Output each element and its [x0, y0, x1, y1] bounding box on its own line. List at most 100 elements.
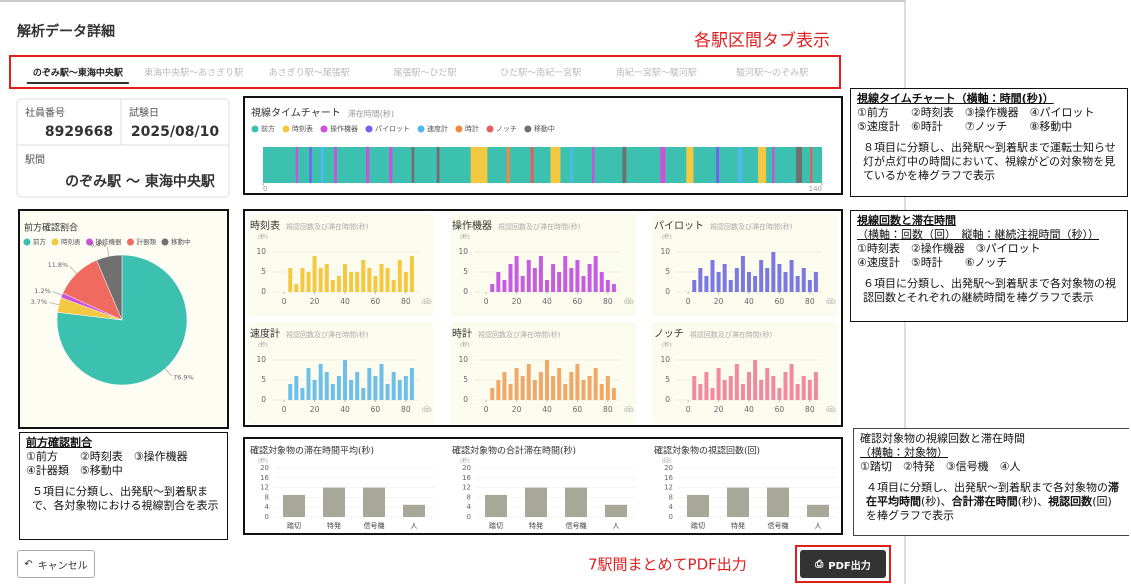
y-tick-label: 0 [669, 513, 673, 521]
note-run: ４項目に分類し、出発駅～到着駅まで各対象物の [866, 481, 1108, 494]
note-run: 視認回数 [1048, 495, 1093, 508]
axis-unit: (秒) [662, 233, 672, 241]
bar [740, 256, 745, 292]
bar [385, 268, 390, 292]
bar [563, 384, 568, 400]
info-label: 試験日 [129, 106, 159, 119]
legend-swatch [51, 238, 59, 246]
y-tick-label: 5 [463, 375, 468, 384]
bar [716, 272, 721, 292]
pdf-button[interactable]: ⎙ PDF出力 [800, 550, 886, 578]
axis-unit: (秒) [662, 341, 672, 349]
bar [722, 264, 727, 292]
bar [581, 276, 586, 292]
bar [367, 368, 372, 400]
x-tick-label: 0 [263, 185, 267, 193]
bar [545, 280, 549, 292]
y-tick-label: 0 [665, 395, 670, 404]
y-tick-label: 8 [265, 493, 269, 501]
y-tick-label: 10 [660, 355, 670, 364]
y-tick-label: 5 [463, 267, 468, 276]
bar [508, 384, 513, 400]
leader-line [164, 368, 172, 377]
bar [397, 380, 402, 400]
bar [789, 260, 794, 292]
bar [403, 272, 408, 292]
timeline-segment [796, 147, 803, 183]
axis-unit: (回) [624, 299, 634, 306]
timeline-segment [738, 147, 743, 183]
x-tick-label: 踏切 [287, 521, 301, 530]
legend-label: 移動中 [171, 237, 191, 246]
bar [728, 376, 733, 400]
y-tick-label: 4 [669, 503, 674, 511]
bar [526, 364, 531, 400]
bar [508, 264, 513, 292]
bar [355, 372, 360, 400]
bar [753, 360, 758, 400]
axis-unit: (秒) [258, 233, 268, 241]
tab[interactable]: あさぎり駅～尾張駅 [269, 67, 350, 79]
x-tick-label: 0 [282, 405, 287, 414]
bar [300, 388, 305, 400]
bar [565, 487, 587, 517]
tab[interactable]: のぞみ駅～東海中央駅 [33, 67, 124, 79]
chart-title: 視線タイムチャート [251, 106, 341, 119]
tab[interactable]: 南紀一宮駅～駿河駅 [616, 67, 697, 79]
bar [379, 264, 384, 292]
cancel-button[interactable]: ↶ キャンセル [17, 550, 95, 578]
x-tick-label: 20 [512, 297, 522, 306]
timeline-segment [570, 147, 573, 183]
note-title: 確認対象物の視線回数と滞在時間 [860, 432, 1025, 445]
bar [563, 256, 568, 292]
button-label: PDF出力 [828, 560, 871, 572]
y-tick-label: 12 [664, 484, 673, 492]
tab[interactable]: 尾張駅～ひだ駅 [393, 68, 456, 79]
axis-unit: (秒) [460, 457, 470, 465]
axis-unit: (回) [826, 299, 836, 306]
bar [593, 368, 598, 400]
bar [318, 364, 323, 400]
timeline-segment [686, 147, 694, 183]
bar [526, 260, 531, 292]
bar [569, 372, 574, 400]
bar [318, 268, 323, 292]
bar [813, 272, 818, 292]
tab[interactable]: ひだ駅～南紀一宮駅 [500, 67, 581, 79]
x-tick-label: 特発 [327, 521, 341, 530]
tab[interactable]: 駿河駅～のぞみ駅 [736, 67, 808, 79]
bar [379, 364, 384, 400]
bar [704, 372, 709, 400]
legend-label: 前方 [261, 124, 275, 133]
y-tick-label: 5 [261, 267, 266, 276]
bar [587, 376, 592, 400]
legend-label: 移動中 [534, 124, 555, 133]
bar [734, 364, 739, 400]
legend-swatch [161, 238, 169, 246]
bar [611, 388, 616, 400]
bar [312, 380, 317, 400]
bar [783, 372, 788, 400]
note-text: ４項目に分類し、出発駅～到着駅まで各対象物の滞在平均時間(秒)、合計滞在時間(秒… [860, 481, 1123, 523]
bar [722, 380, 727, 400]
axis-unit: (回) [826, 407, 836, 414]
x-tick-label: 0 [282, 297, 287, 306]
info-value: のぞみ駅 〜 東海中央駅 [65, 173, 216, 190]
bar [605, 376, 610, 400]
tab[interactable]: 東海中央駅～あさぎり駅 [144, 67, 243, 79]
axis-unit: (秒) [258, 457, 268, 465]
bar [349, 272, 354, 292]
pie-slice [56, 254, 188, 386]
bar [605, 504, 627, 517]
note-line: ①踏切 ②特発 ③信号機 ④人 [860, 460, 1021, 473]
chart-subtitle: 視認回数及び滞在時間(秒) [498, 222, 581, 231]
bar [593, 256, 598, 292]
bar [485, 494, 507, 517]
legend-label: 前方 [33, 237, 47, 246]
tab-highlight [9, 55, 841, 89]
bar [765, 368, 770, 400]
timeline-segment [309, 147, 312, 183]
bar [490, 388, 495, 400]
note-subtitle: （横軸：回数（回） 縦軸：継続注視時間（秒）） [857, 228, 1099, 241]
